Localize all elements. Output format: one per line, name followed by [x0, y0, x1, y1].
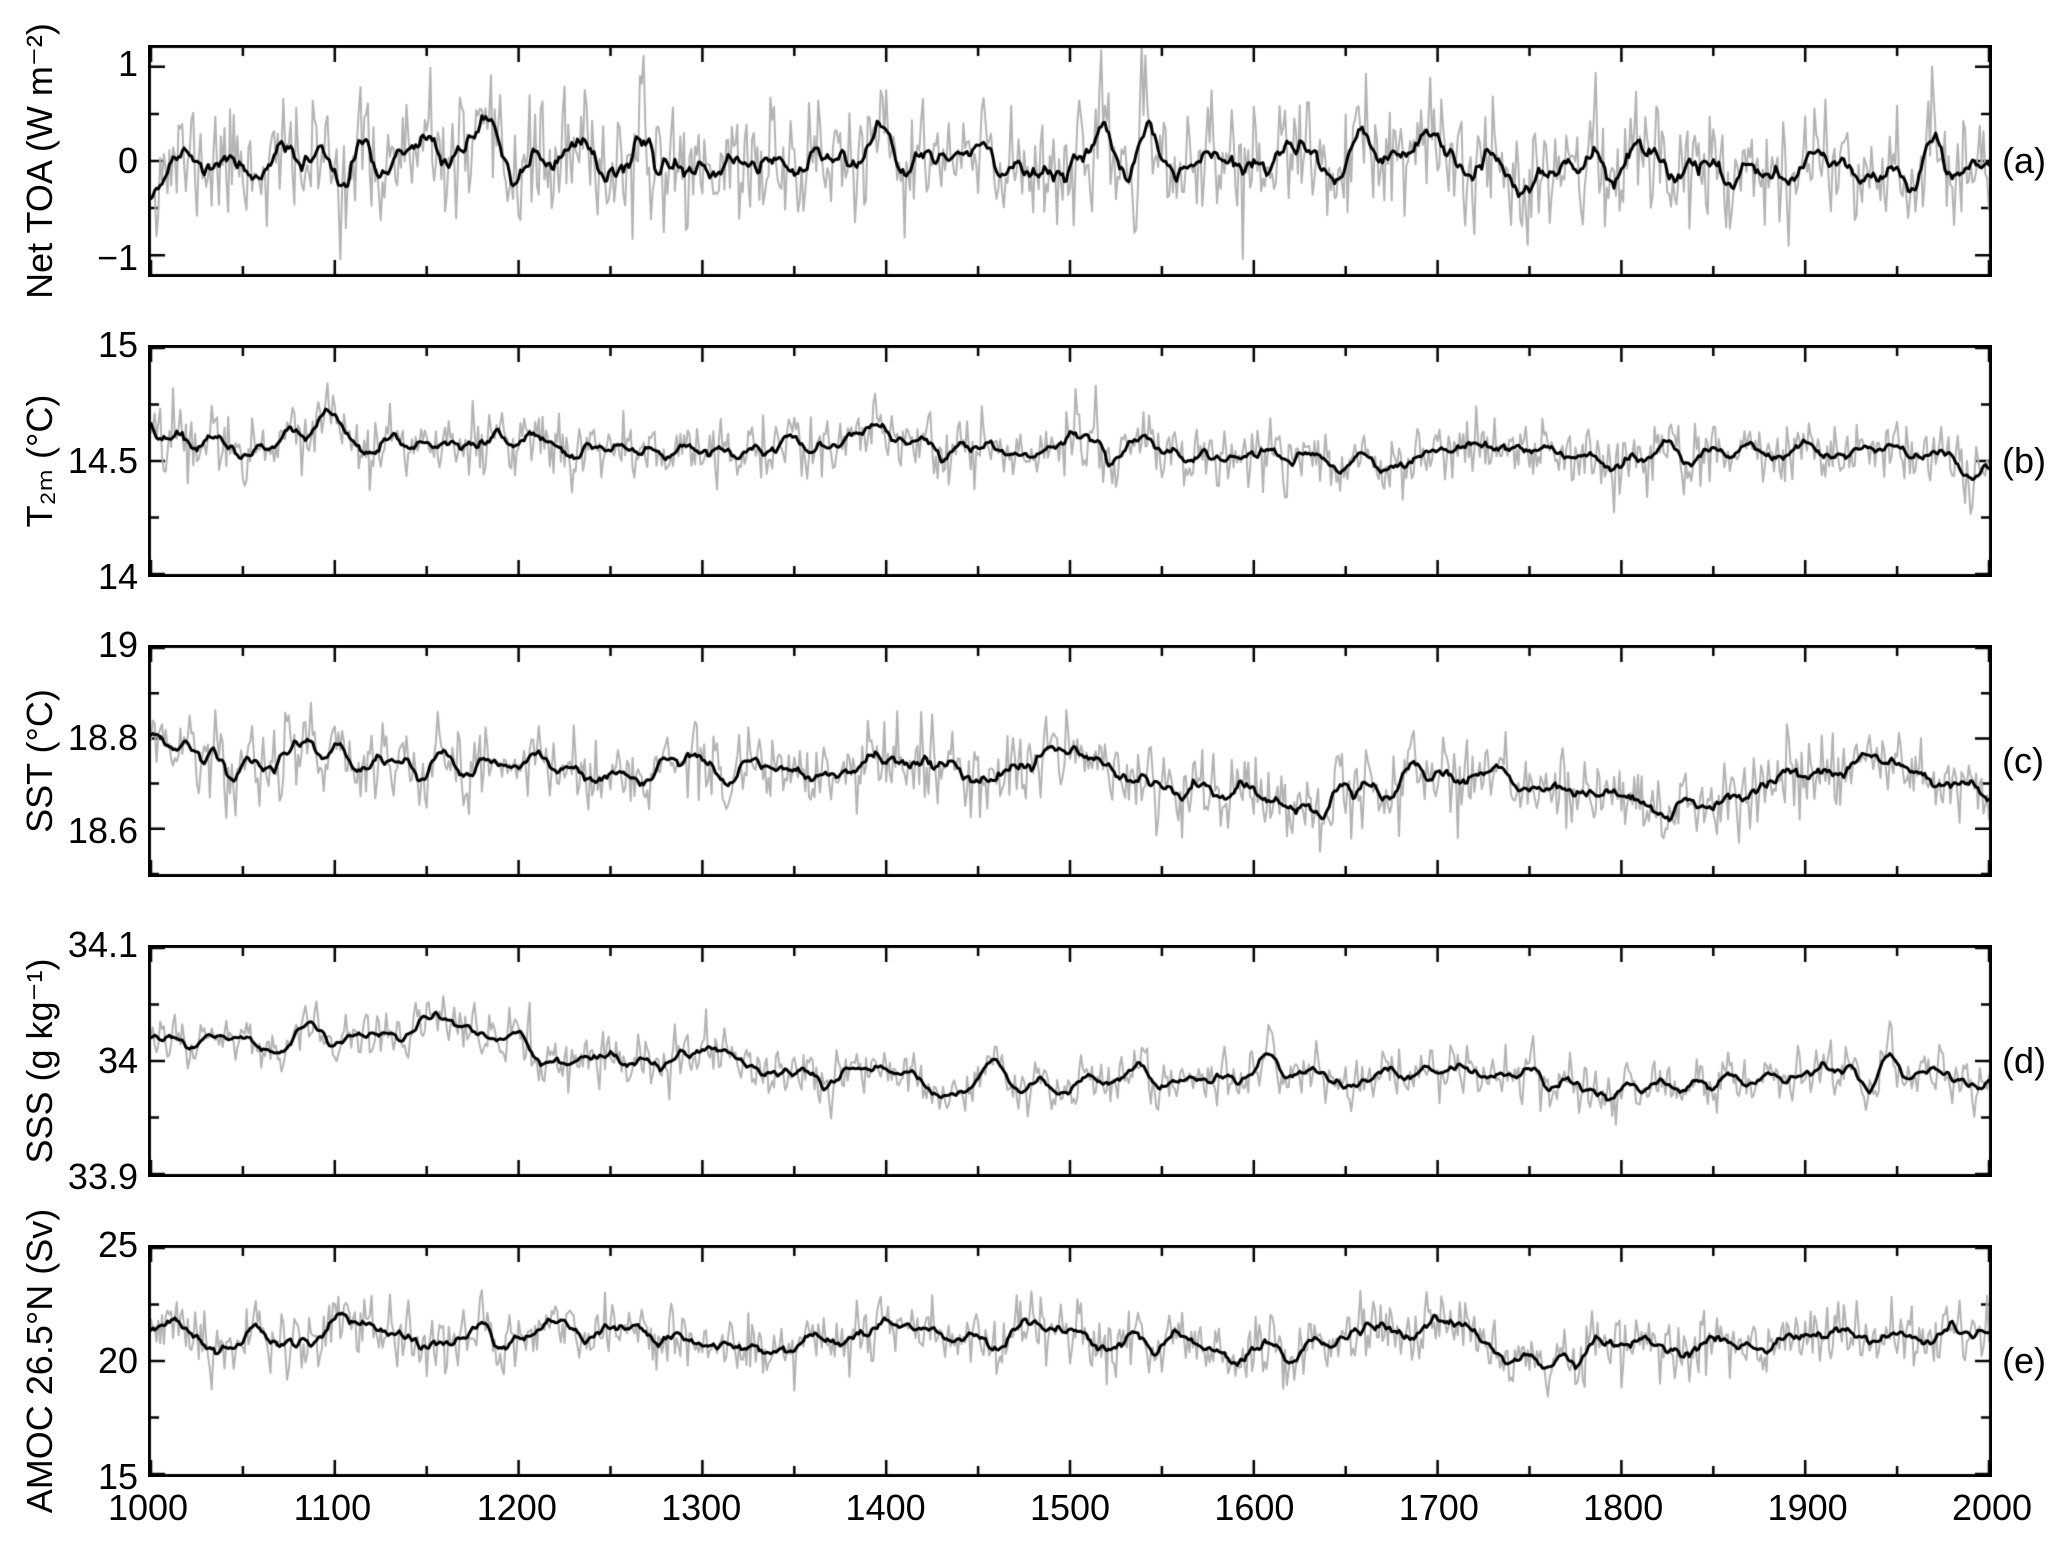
panel-a-plot [148, 45, 1992, 277]
y-tick-label: −1 [96, 236, 138, 278]
panel-b-plot [148, 345, 1992, 577]
y-axis-label: SST (°C) [19, 689, 60, 833]
y-tick-label: 14 [97, 556, 138, 597]
y-tick-label: 15 [97, 1456, 138, 1497]
x-tick-label: 1800 [1583, 1487, 1664, 1528]
x-tick-label: 1100 [293, 1487, 372, 1528]
y-tick-label: 34 [97, 1040, 138, 1081]
y-tick-label: 25 [97, 1224, 138, 1265]
panel-letter: (a) [2002, 140, 2046, 181]
y-tick-label: 34.1 [67, 924, 138, 965]
x-tick-label: 2000 [1951, 1487, 2033, 1528]
y-tick-label: 18.8 [67, 716, 138, 758]
panel-letter: (e) [2002, 1340, 2046, 1381]
x-tick-label: 1000 [107, 1487, 189, 1528]
y-tick-label: 20 [97, 1340, 138, 1381]
y-tick-label: 14.5 [67, 440, 138, 481]
y-tick-label: 33.9 [67, 1156, 138, 1197]
x-tick-label: 1200 [476, 1487, 557, 1528]
x-tick-label: 1700 [1398, 1487, 1479, 1528]
x-tick-label: 1300 [661, 1487, 742, 1528]
x-tick-label: 1500 [1029, 1487, 1111, 1528]
panel-letter: (d) [2002, 1040, 2046, 1081]
y-tick-label: 19 [97, 624, 138, 665]
panel-c-plot [148, 645, 1992, 877]
panel-d-plot [148, 945, 1992, 1177]
y-tick-label: 1 [117, 43, 138, 85]
panel-e-plot [148, 1245, 1992, 1477]
x-tick-label: 1400 [845, 1487, 926, 1528]
panel-letter: (c) [2002, 740, 2044, 781]
panel-letter: (b) [2002, 440, 2046, 481]
y-tick-label: 18.6 [67, 809, 138, 851]
x-tick-label: 1600 [1214, 1487, 1295, 1528]
y-tick-label: 0 [117, 140, 138, 181]
y-tick-label: 15 [97, 324, 138, 365]
x-tick-label: 1900 [1767, 1487, 1848, 1528]
